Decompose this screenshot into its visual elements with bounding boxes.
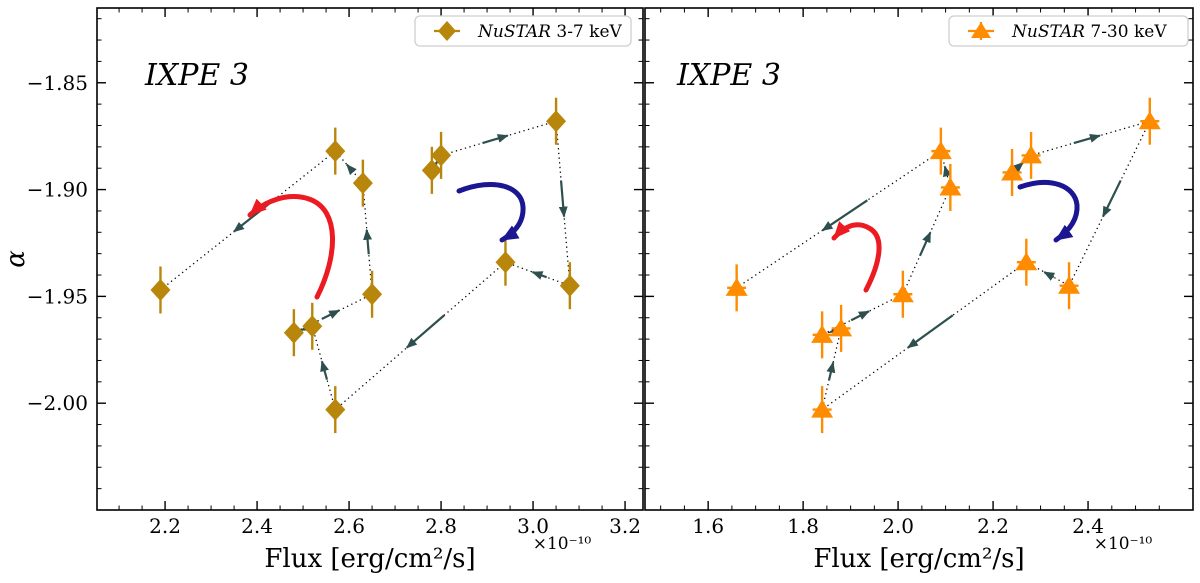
data-point-nustar-7-30-3: [1138, 111, 1161, 130]
direction-arrow: [943, 165, 952, 178]
data-point-nustar-3-7-8: [283, 321, 304, 344]
loop-arrow-counterclockwise: [247, 194, 335, 300]
watermark-label: IXPE 3: [676, 58, 781, 93]
data-point-nustar-7-30-9: [891, 284, 914, 303]
legend-box: [414, 15, 632, 47]
data-point-nustar-3-7-5: [495, 251, 516, 274]
legend-box: [948, 15, 1189, 47]
x-tick-label: 1.6: [692, 514, 724, 538]
x-tick-label: 2.2: [977, 514, 1009, 538]
x-tick-label: 2.0: [882, 514, 914, 538]
data-point-nustar-3-7-1: [421, 159, 442, 182]
direction-arrow: [405, 314, 445, 349]
direction-arrow: [482, 134, 509, 145]
direction-arrow: [1101, 179, 1122, 218]
x-tick-label: 2.4: [241, 514, 273, 538]
x-tick-label: 2.8: [425, 514, 457, 538]
direction-arrow: [558, 180, 568, 218]
direction-arrow: [363, 228, 373, 255]
data-point-nustar-3-7-3: [546, 110, 567, 133]
loop-arrow-clockwise: [456, 182, 526, 243]
direction-arrow: [531, 271, 548, 280]
x-tick-label: 1.8: [787, 514, 819, 538]
data-point-nustar-7-30-12: [725, 277, 748, 296]
direction-arrow: [907, 314, 954, 349]
x-axis-label: Flux [erg/cm²/s]: [813, 544, 1024, 574]
time-path-dotted: [736, 120, 1151, 412]
x-axis-label: Flux [erg/cm²/s]: [264, 544, 475, 574]
y-tick-label: −2.00: [27, 391, 88, 415]
data-point-nustar-3-7-2: [431, 144, 452, 167]
direction-arrow: [1073, 134, 1101, 145]
data-point-nustar-7-30-1: [1001, 162, 1024, 181]
data-point-nustar-7-30-5: [1015, 252, 1038, 271]
direction-arrow: [821, 199, 868, 232]
legend-label: NuSTAR 3-7 keV: [477, 22, 623, 42]
data-point-nustar-3-7-9: [362, 283, 383, 306]
data-point-nustar-3-7-10: [352, 172, 373, 195]
y-tick-label: −1.90: [27, 178, 88, 202]
x-axis-offset-label: ×10⁻¹⁰: [533, 534, 592, 554]
data-point-nustar-7-30-6: [811, 399, 834, 418]
x-tick-label: 2.4: [1072, 514, 1104, 538]
axes-frame: [644, 7, 1194, 511]
data-point-nustar-7-30-8: [811, 324, 834, 343]
direction-arrow: [321, 309, 341, 320]
direction-arrow: [918, 231, 932, 257]
legend-marker-diamond: [438, 21, 456, 41]
axes-frame: [96, 7, 644, 511]
data-point-nustar-7-30-10: [939, 177, 962, 196]
data-point-nustar-3-7-12: [150, 278, 171, 301]
loop-arrow-clockwise: [1017, 180, 1080, 243]
data-point-nustar-7-30-2: [1020, 145, 1043, 164]
x-tick-label: 3.2: [609, 514, 641, 538]
direction-arrow: [320, 360, 329, 380]
y-tick-label: −1.95: [27, 284, 88, 308]
data-point-nustar-3-7-4: [559, 274, 580, 297]
legend-marker-triangle: [971, 22, 991, 38]
data-point-nustar-3-7-6: [325, 398, 346, 421]
loop-arrow-counterclockwise: [831, 221, 882, 293]
y-axis-label: α: [1, 250, 31, 268]
x-tick-label: 3.0: [517, 514, 549, 538]
y-tick-label: −1.85: [27, 71, 88, 95]
data-point-nustar-7-30-7: [830, 318, 853, 337]
legend-label: NuSTAR 7-30 keV: [1011, 22, 1167, 42]
data-point-nustar-7-30-11: [929, 141, 952, 160]
x-tick-label: 2.2: [149, 514, 181, 538]
direction-arrow: [826, 361, 836, 381]
watermark-label: IXPE 3: [144, 58, 249, 93]
direction-arrow: [850, 310, 870, 322]
x-tick-label: 2.6: [333, 514, 365, 538]
direction-arrow: [346, 163, 357, 176]
data-point-nustar-3-7-11: [325, 140, 346, 163]
data-point-nustar-3-7-7: [302, 315, 323, 338]
data-point-nustar-7-30-4: [1058, 275, 1081, 294]
x-axis-offset-label: ×10⁻¹⁰: [1094, 534, 1153, 554]
direction-arrow: [1043, 271, 1056, 281]
